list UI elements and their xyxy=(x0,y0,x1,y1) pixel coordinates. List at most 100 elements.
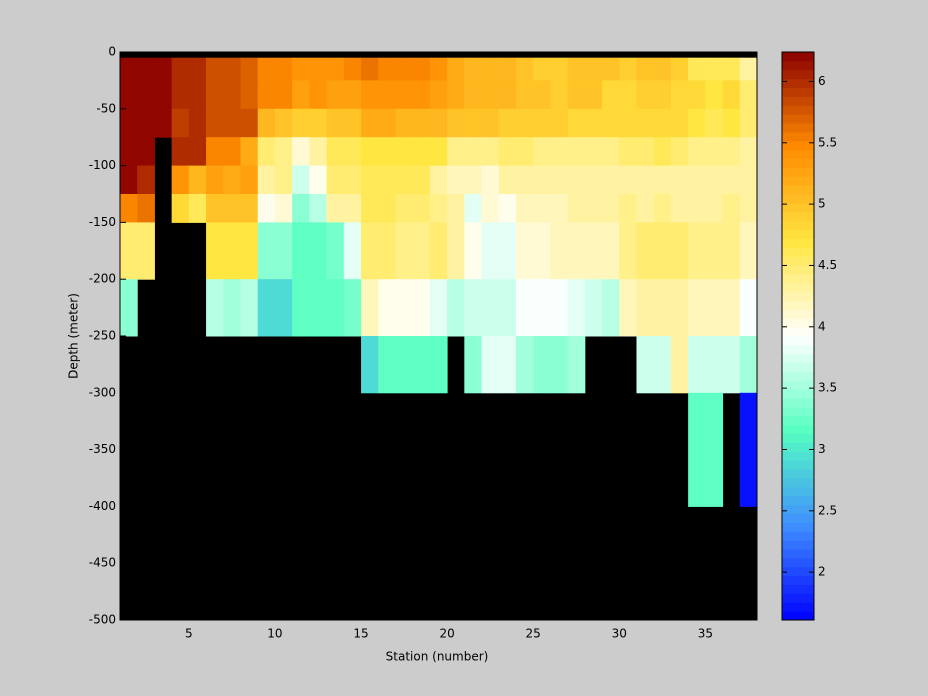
heatmap-cell xyxy=(739,80,758,110)
heatmap-cell xyxy=(412,194,431,223)
colorbar-frame xyxy=(781,51,815,621)
heatmap-cell xyxy=(515,279,534,337)
heatmap-cell xyxy=(257,108,276,138)
colorbar-swatch xyxy=(782,353,814,364)
colorbar-swatch xyxy=(782,238,814,248)
colorbar-tick-label: 2.5 xyxy=(818,503,837,517)
heatmap-cell xyxy=(653,222,672,280)
heatmap-cell xyxy=(292,137,310,167)
colorbar-swatch xyxy=(782,327,814,337)
colorbar-tick-label: 4 xyxy=(818,319,826,333)
heatmap-cell xyxy=(240,137,259,167)
heatmap-cell xyxy=(705,222,724,280)
heatmap-cell xyxy=(584,194,603,223)
heatmap-cell xyxy=(515,194,534,223)
heatmap-cell xyxy=(206,137,224,167)
heatmap-cell xyxy=(567,279,586,337)
heatmap-cell xyxy=(619,137,637,167)
heatmap-cell xyxy=(464,108,483,138)
heatmap-cell xyxy=(498,222,517,280)
heatmap-cell xyxy=(515,222,534,280)
heatmap-cell xyxy=(206,194,224,223)
colorbar-swatch xyxy=(782,167,814,177)
heatmap-cell xyxy=(240,194,259,223)
heatmap-cell xyxy=(705,194,724,223)
heatmap-cell xyxy=(326,137,345,167)
heatmap-cell xyxy=(120,108,138,138)
heatmap-cell xyxy=(653,165,672,195)
heatmap-cell xyxy=(188,57,207,81)
heatmap-cell xyxy=(705,137,724,167)
heatmap-cell xyxy=(395,137,414,167)
heatmap-cell xyxy=(257,137,276,167)
heatmap-cell xyxy=(533,57,551,81)
heatmap-cell xyxy=(498,57,517,81)
colorbar-swatch xyxy=(782,460,814,470)
heatmap-cell xyxy=(722,222,741,280)
heatmap-cell xyxy=(481,336,500,394)
heatmap-cell xyxy=(378,279,396,337)
heatmap-cell xyxy=(343,194,362,223)
heatmap-cell xyxy=(309,57,328,81)
heatmap-cell xyxy=(481,279,500,337)
colorbar-swatch xyxy=(782,158,814,168)
heatmap-cell xyxy=(171,137,190,167)
heatmap-cell xyxy=(464,222,483,280)
heatmap-cell xyxy=(636,194,655,223)
colorbar-swatch xyxy=(782,433,814,443)
x-tick-label: 15 xyxy=(353,627,368,641)
heatmap-cell xyxy=(171,165,190,195)
heatmap-cell xyxy=(636,279,655,337)
heatmap-cell xyxy=(395,165,414,195)
heatmap-cell xyxy=(292,108,310,138)
heatmap-cell xyxy=(688,392,706,507)
heatmap-cell xyxy=(722,57,741,81)
heatmap-cell xyxy=(670,108,689,138)
colorbar-swatch xyxy=(782,380,814,390)
heatmap-cell xyxy=(361,279,379,337)
y-tick-label: -200 xyxy=(89,272,116,286)
heatmap-cell xyxy=(705,336,724,394)
colorbar-swatch xyxy=(782,309,814,319)
heatmap-cell xyxy=(292,194,310,223)
heatmap-cell xyxy=(550,165,569,195)
heatmap-cell xyxy=(378,165,396,195)
heatmap-cell xyxy=(447,165,465,195)
heatmap-cell xyxy=(274,108,293,138)
heatmap-cell xyxy=(739,392,758,507)
heatmap-cell xyxy=(154,80,173,110)
heatmap-cell xyxy=(619,279,637,337)
colorbar-swatch xyxy=(782,60,814,71)
x-tick-label: 25 xyxy=(526,627,541,641)
heatmap-cell xyxy=(447,108,465,138)
heatmap-cell xyxy=(361,80,379,110)
heatmap-cell xyxy=(274,137,293,167)
heatmap-cell xyxy=(240,165,259,195)
heatmap-cell xyxy=(412,80,431,110)
heatmap-cell xyxy=(688,279,706,337)
heatmap-cell xyxy=(722,137,741,167)
heatmap-cell xyxy=(584,108,603,138)
colorbar-swatch xyxy=(782,611,814,621)
x-tick-label: 10 xyxy=(267,627,282,641)
heatmap-cell xyxy=(361,336,379,394)
heatmap-cell xyxy=(498,194,517,223)
colorbar-swatch xyxy=(782,522,814,532)
x-axis-label: Station (number) xyxy=(386,650,489,664)
heatmap-cell xyxy=(412,108,431,138)
heatmap-cell xyxy=(292,222,310,280)
heatmap-cell xyxy=(429,165,448,195)
y-tick-label: -100 xyxy=(89,158,116,172)
heatmap-cell xyxy=(550,222,569,280)
heatmap-cell xyxy=(602,165,620,195)
colorbar-swatch xyxy=(782,78,814,88)
heatmap-cell xyxy=(412,222,431,280)
heatmap-cell xyxy=(274,222,293,280)
colorbar-tick-label: 4.5 xyxy=(818,258,837,272)
heatmap-cell xyxy=(154,108,173,138)
colorbar-swatch xyxy=(782,220,814,230)
heatmap-cell xyxy=(739,137,758,167)
colorbar-tick-label: 6 xyxy=(818,74,826,88)
heatmap-cell xyxy=(533,194,551,223)
heatmap-cell xyxy=(429,108,448,138)
